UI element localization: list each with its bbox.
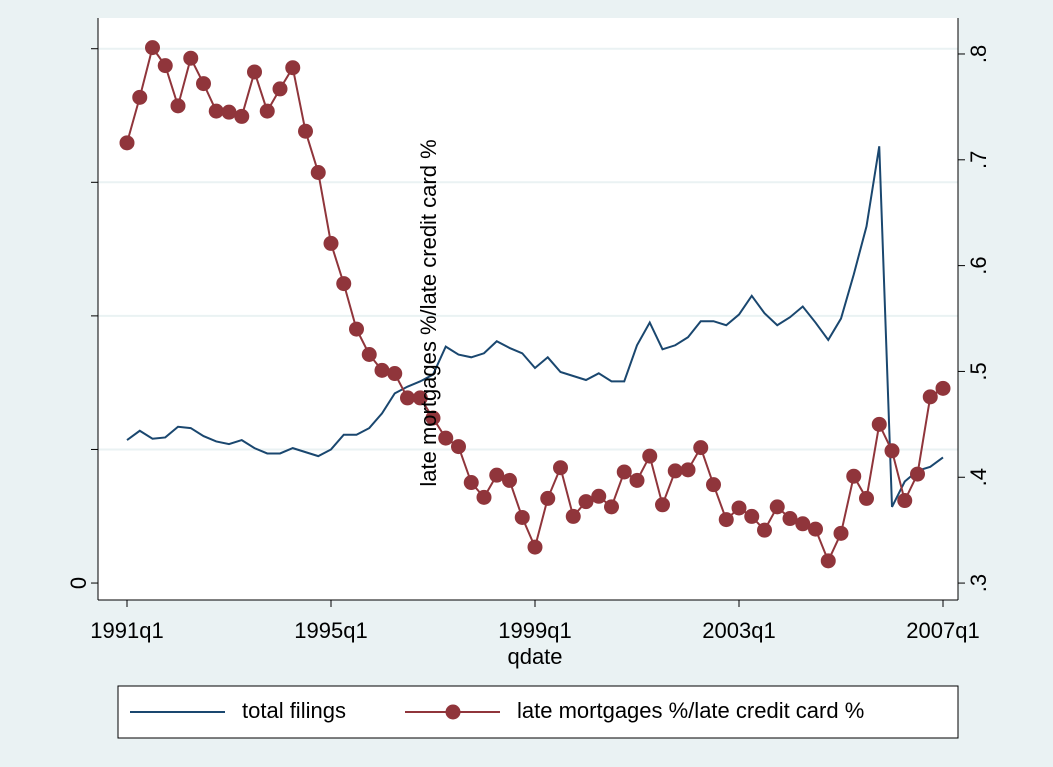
point	[655, 497, 670, 513]
point	[298, 123, 313, 139]
x-tick-label: 2003q1	[702, 618, 775, 643]
x-tick-label: 2007q1	[906, 618, 979, 643]
point	[425, 410, 441, 426]
point	[336, 276, 352, 292]
point	[349, 321, 364, 337]
point	[400, 390, 415, 406]
point	[514, 509, 530, 525]
x-tick-label: 1999q1	[498, 618, 571, 643]
point	[119, 135, 135, 151]
y2-tick-label: .3	[966, 574, 991, 592]
point	[463, 475, 479, 491]
point	[208, 103, 224, 119]
point	[145, 40, 160, 56]
point	[910, 466, 925, 482]
series-line	[126, 146, 944, 508]
point	[871, 416, 887, 432]
legend-label: late mortgages %/late credit card %	[517, 698, 864, 723]
point	[323, 235, 339, 251]
x-axis-title: qdate	[507, 644, 562, 669]
y2-tick-label: .6	[966, 256, 991, 274]
point	[234, 108, 250, 124]
point	[744, 508, 760, 524]
point	[604, 499, 619, 515]
point	[782, 511, 798, 527]
x-tick-label: 1991q1	[90, 618, 163, 643]
point	[667, 463, 683, 479]
point	[310, 164, 326, 180]
point	[374, 362, 390, 378]
y2-tick-label: .4	[966, 468, 991, 486]
point	[706, 477, 721, 493]
point	[285, 60, 301, 76]
y2-tick-label: .7	[966, 151, 991, 169]
point	[642, 448, 658, 464]
point	[438, 430, 454, 446]
point	[757, 522, 772, 538]
point	[221, 104, 237, 120]
point	[412, 390, 428, 406]
point	[859, 490, 874, 506]
point	[897, 493, 913, 509]
point	[565, 508, 581, 524]
point	[451, 439, 466, 455]
point	[884, 443, 900, 459]
point	[718, 512, 734, 528]
point	[196, 76, 211, 92]
point	[361, 347, 377, 363]
point	[540, 490, 556, 506]
point	[272, 81, 288, 97]
point	[489, 467, 505, 483]
point	[387, 366, 403, 382]
y2-tick-label: .8	[966, 45, 991, 63]
point	[795, 516, 811, 532]
point	[616, 464, 632, 480]
point	[502, 472, 517, 488]
legend-label: total filings	[242, 698, 346, 723]
point	[247, 64, 262, 80]
legend-marker	[445, 704, 461, 720]
point	[731, 500, 747, 516]
point	[833, 525, 849, 541]
point	[808, 521, 823, 537]
point	[259, 103, 275, 119]
point	[629, 472, 645, 488]
point	[935, 380, 951, 396]
y2-tick-label: .5	[966, 362, 991, 380]
point	[846, 468, 862, 484]
point	[553, 460, 568, 476]
point	[132, 89, 148, 105]
point	[170, 98, 186, 114]
point	[527, 539, 543, 555]
y-tick-label: 0	[66, 577, 91, 589]
x-tick-label: 1995q1	[294, 618, 367, 643]
point	[578, 494, 594, 510]
legend-box	[117, 685, 959, 739]
point	[922, 389, 938, 405]
y2-axis-title: late mortgages %/late credit card %	[416, 139, 441, 486]
point	[820, 553, 836, 569]
point	[476, 489, 492, 505]
point	[693, 440, 709, 456]
point	[680, 462, 696, 478]
point	[591, 488, 607, 504]
point	[157, 58, 173, 74]
point	[183, 50, 199, 66]
point	[769, 499, 785, 515]
